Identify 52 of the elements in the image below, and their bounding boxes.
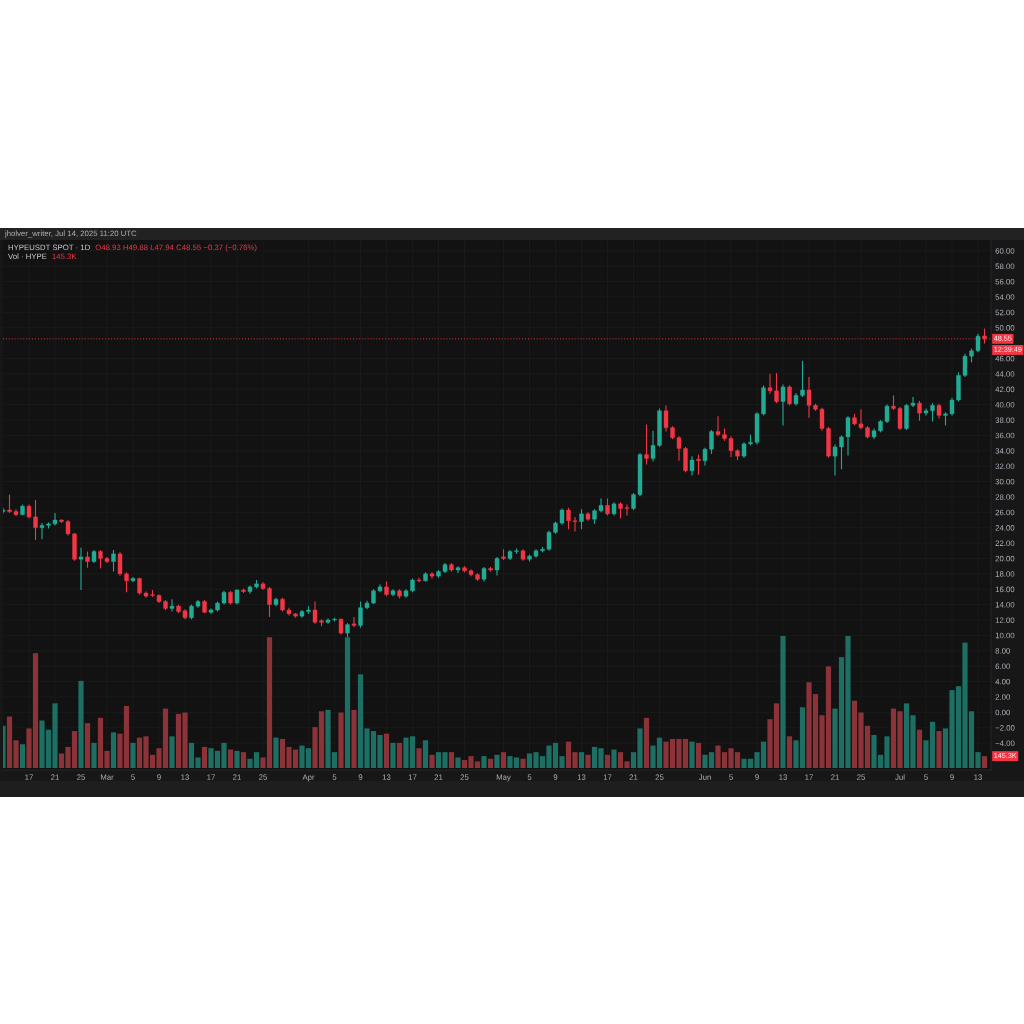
candlestick [689, 455, 695, 476]
bar [396, 742, 403, 768]
candlestick [579, 508, 584, 530]
bar [91, 742, 97, 768]
bar [338, 712, 344, 768]
bar [500, 752, 507, 768]
candlestick [169, 598, 175, 613]
bar [643, 717, 650, 768]
bar [429, 754, 435, 768]
bar [604, 754, 611, 768]
bar [780, 636, 786, 768]
bar [611, 749, 617, 768]
bar [390, 742, 396, 768]
bar [201, 746, 208, 768]
bar [494, 754, 500, 768]
bar [78, 680, 84, 768]
bar [786, 736, 793, 768]
bar [19, 744, 26, 768]
bar [110, 732, 117, 768]
bar [487, 758, 494, 768]
bar [240, 752, 247, 768]
candlestick [787, 384, 792, 406]
bar [916, 729, 923, 768]
candlestick [351, 616, 357, 628]
bar [273, 737, 279, 768]
bar [344, 637, 351, 768]
bar [481, 756, 487, 768]
candlestick [780, 384, 786, 426]
bar [455, 757, 461, 768]
bar [422, 740, 429, 768]
candlestick [111, 549, 116, 573]
bar [84, 723, 91, 768]
bar [578, 752, 585, 768]
bar [383, 733, 390, 768]
candlestick [494, 556, 500, 576]
bar [936, 731, 942, 768]
bar [520, 758, 526, 768]
candlestick [78, 547, 84, 591]
bar [981, 756, 988, 768]
candlestick [696, 454, 701, 476]
bar [416, 748, 422, 768]
bar [585, 754, 591, 768]
candlestick [917, 400, 922, 422]
bar [234, 750, 240, 768]
bar [351, 709, 357, 768]
bar [695, 742, 702, 768]
bar [169, 736, 175, 768]
bar [130, 742, 136, 768]
bar [448, 752, 455, 768]
bar [689, 741, 695, 768]
bar [227, 749, 234, 768]
candlestick [644, 424, 649, 466]
